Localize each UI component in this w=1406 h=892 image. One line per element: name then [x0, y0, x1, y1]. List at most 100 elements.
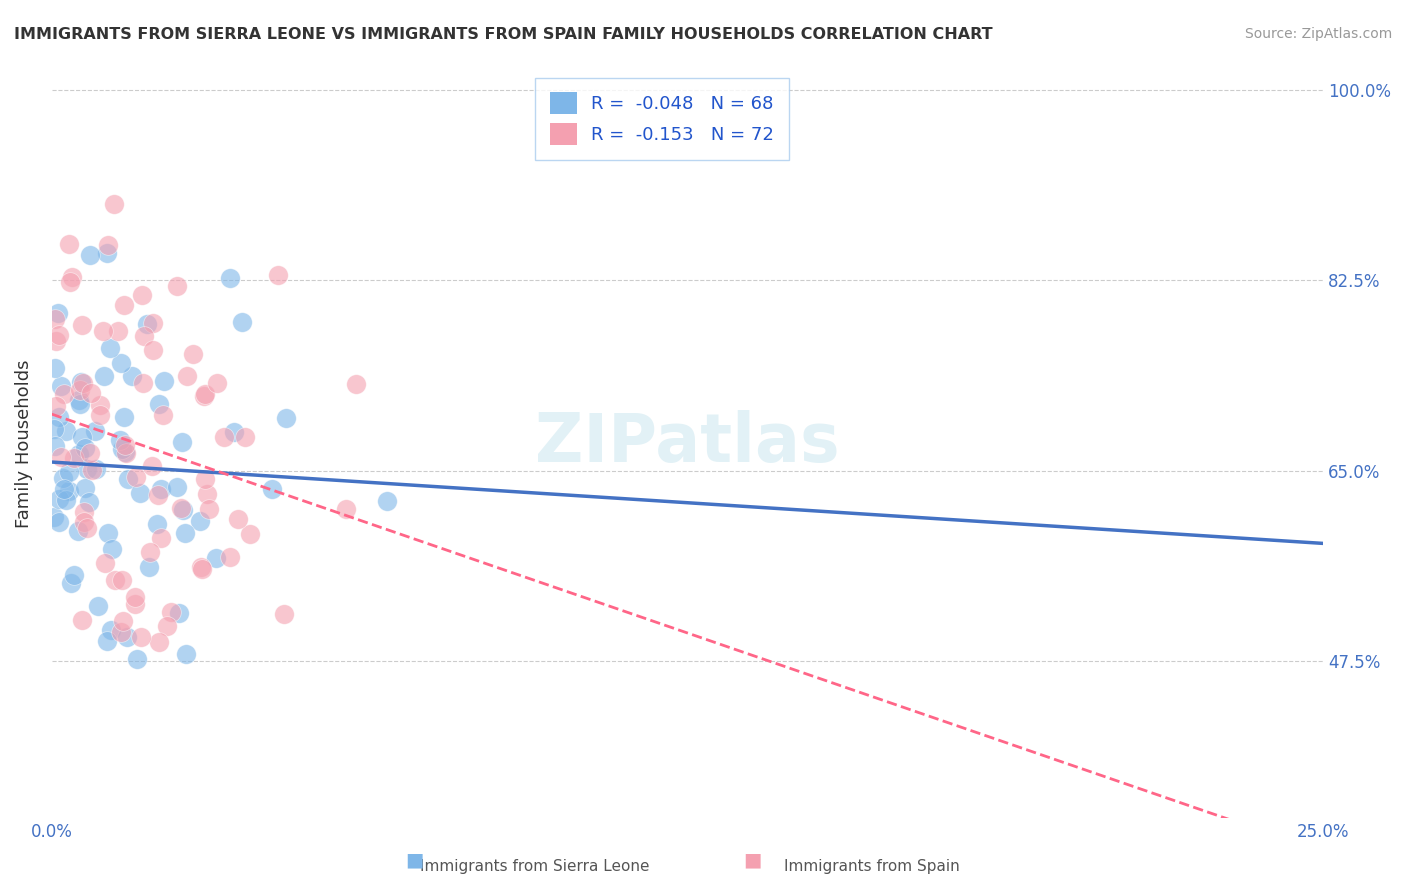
- Point: [218, 271, 240, 285]
- Point: [194, 386, 217, 401]
- Point: [166, 480, 188, 494]
- Text: Source: ZipAtlas.com: Source: ZipAtlas.com: [1244, 27, 1392, 41]
- Point: [146, 516, 169, 531]
- Point: [375, 494, 398, 508]
- Point: [69, 396, 91, 410]
- Text: ■: ■: [405, 851, 425, 870]
- Point: [142, 343, 165, 358]
- Point: [46, 306, 69, 320]
- Point: [160, 605, 183, 619]
- Point: [44, 440, 66, 454]
- Point: [60, 576, 83, 591]
- Point: [129, 630, 152, 644]
- Point: [127, 652, 149, 666]
- Point: [76, 462, 98, 476]
- Point: [207, 376, 229, 390]
- Point: [70, 430, 93, 444]
- Point: [188, 514, 211, 528]
- Text: ■: ■: [742, 851, 762, 870]
- Point: [67, 392, 90, 407]
- Point: [136, 317, 159, 331]
- Point: [172, 503, 194, 517]
- Point: [70, 613, 93, 627]
- Point: [112, 409, 135, 424]
- Point: [55, 424, 77, 438]
- Point: [115, 446, 138, 460]
- Point: [96, 633, 118, 648]
- Point: [148, 397, 170, 411]
- Point: [114, 437, 136, 451]
- Point: [73, 482, 96, 496]
- Point: [344, 376, 367, 391]
- Point: [152, 408, 174, 422]
- Point: [193, 389, 215, 403]
- Point: [84, 462, 107, 476]
- Point: [274, 411, 297, 425]
- Point: [63, 568, 86, 582]
- Point: [45, 334, 67, 348]
- Point: [231, 315, 253, 329]
- Point: [103, 197, 125, 211]
- Point: [218, 549, 240, 564]
- Point: [205, 551, 228, 566]
- Point: [117, 472, 139, 486]
- Point: [89, 398, 111, 412]
- Point: [148, 634, 170, 648]
- Point: [97, 526, 120, 541]
- Point: [79, 248, 101, 262]
- Point: [93, 368, 115, 383]
- Point: [138, 559, 160, 574]
- Point: [124, 597, 146, 611]
- Point: [190, 560, 212, 574]
- Point: [45, 399, 67, 413]
- Point: [172, 434, 194, 449]
- Point: [75, 442, 97, 456]
- Point: [239, 526, 262, 541]
- Point: [149, 482, 172, 496]
- Point: [156, 619, 179, 633]
- Point: [53, 387, 76, 401]
- Point: [44, 422, 66, 436]
- Point: [108, 433, 131, 447]
- Point: [131, 287, 153, 301]
- Point: [110, 356, 132, 370]
- Point: [48, 410, 70, 425]
- Point: [53, 482, 76, 496]
- Point: [121, 369, 143, 384]
- Point: [114, 298, 136, 312]
- Point: [98, 341, 121, 355]
- Point: [142, 316, 165, 330]
- Point: [49, 379, 72, 393]
- Point: [97, 238, 120, 252]
- Point: [111, 442, 134, 456]
- Point: [139, 545, 162, 559]
- Point: [70, 375, 93, 389]
- Point: [107, 325, 129, 339]
- Point: [62, 451, 84, 466]
- Point: [181, 347, 204, 361]
- Point: [72, 516, 94, 530]
- Point: [48, 328, 70, 343]
- Point: [58, 483, 80, 498]
- Point: [273, 607, 295, 621]
- Text: Immigrants from Sierra Leone: Immigrants from Sierra Leone: [419, 859, 650, 874]
- Point: [84, 424, 107, 438]
- Point: [80, 386, 103, 401]
- Point: [69, 383, 91, 397]
- Text: Immigrants from Spain: Immigrants from Spain: [785, 859, 960, 874]
- Point: [134, 329, 156, 343]
- Point: [124, 591, 146, 605]
- Text: ZIPatlas: ZIPatlas: [536, 410, 839, 476]
- Point: [67, 447, 90, 461]
- Point: [141, 458, 163, 473]
- Point: [73, 505, 96, 519]
- Point: [44, 360, 66, 375]
- Point: [104, 573, 127, 587]
- Point: [266, 268, 288, 282]
- Point: [260, 482, 283, 496]
- Point: [77, 494, 100, 508]
- Point: [76, 520, 98, 534]
- Point: [176, 369, 198, 384]
- Point: [60, 269, 83, 284]
- Point: [48, 492, 70, 507]
